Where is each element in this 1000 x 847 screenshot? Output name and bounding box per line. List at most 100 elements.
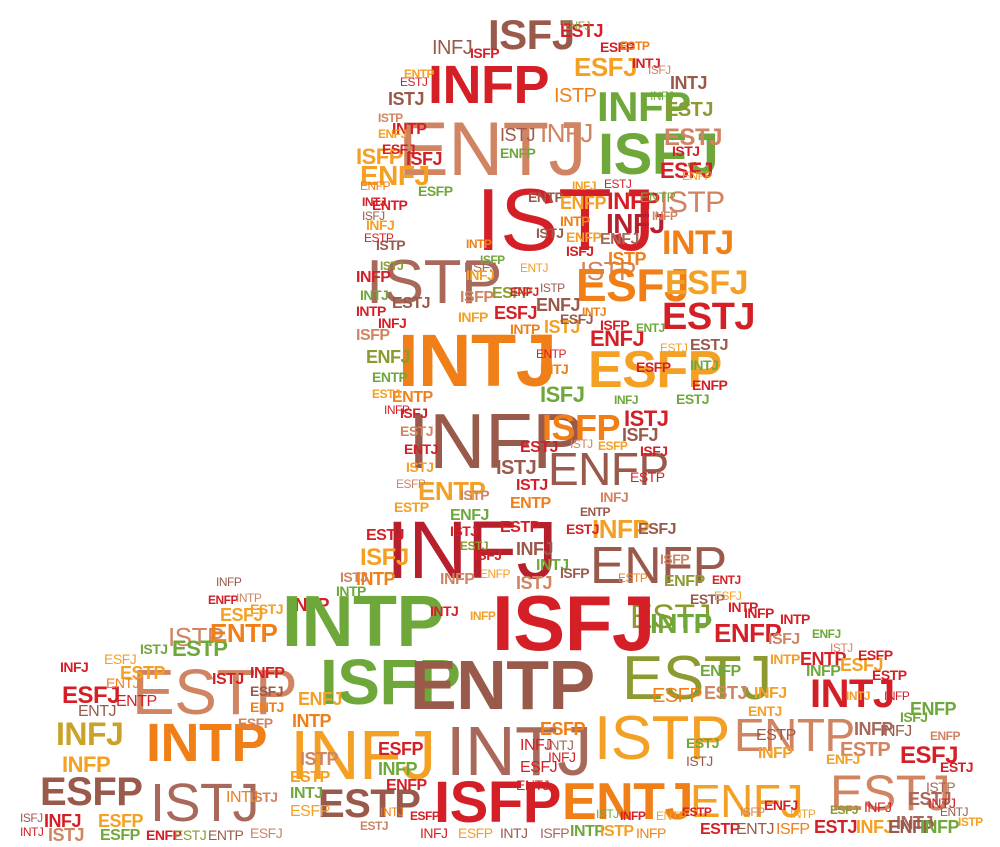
word-intj: INTJ (810, 672, 895, 716)
word-enfp: ENFP (714, 618, 782, 648)
word-esfj: ESFJ (220, 605, 264, 625)
word-infp: INFP (652, 209, 678, 223)
word-estp: ESTP (318, 782, 421, 826)
word-esfj: ESFJ (250, 683, 284, 699)
word-istj: ISTJ (340, 569, 368, 585)
word-infp: INFP (592, 514, 650, 544)
word-estj: ESTJ (250, 601, 284, 617)
word-infj: INFJ (466, 267, 495, 283)
word-intj: INTJ (632, 55, 661, 71)
word-estj: ESTJ (566, 521, 600, 537)
word-isfj: ISFJ (640, 443, 668, 459)
word-infp: INFP (384, 403, 410, 417)
word-intp: INTP (770, 651, 800, 667)
word-intj: INTJ (360, 287, 389, 303)
word-esfj: ESFJ (464, 259, 497, 275)
word-esfj: ESFJ (900, 742, 959, 769)
word-infp: INFP (884, 689, 910, 703)
word-estj: ESTJ (908, 789, 952, 809)
word-infj: INFJ (516, 539, 554, 559)
word-infj: INFJ (572, 179, 597, 193)
word-estj: ESTJ (174, 827, 207, 843)
word-entj: ENTJ (748, 703, 782, 719)
word-infj: INFJ (754, 685, 787, 702)
word-enfj: ENFJ (378, 127, 407, 141)
word-intj: INTJ (690, 357, 719, 373)
word-intj: INTJ (430, 603, 459, 619)
word-estp: ESTP (620, 39, 650, 53)
word-enfj: ENFJ (298, 689, 343, 709)
word-istp: ISTP (554, 85, 597, 107)
word-intj: INTJ (20, 825, 44, 839)
word-infj: INFJ (614, 393, 639, 407)
word-infj: INFJ (600, 489, 629, 505)
word-istp: ISTP (600, 823, 634, 840)
word-istj: ISTJ (250, 789, 278, 805)
word-istj: ISTJ (476, 170, 655, 269)
word-infj: INFJ (420, 825, 448, 841)
word-entp: ENTP (404, 67, 435, 81)
word-estp: ESTP (172, 636, 228, 661)
word-esfp: ESFP (652, 685, 703, 707)
word-estp: ESTP (290, 769, 330, 786)
word-entp: ENTP (510, 495, 551, 512)
word-entp: ENTP (372, 369, 408, 385)
word-enfp: ENFP (930, 729, 961, 743)
word-intp: INTP (236, 591, 262, 605)
word-infj: INFJ (432, 37, 473, 59)
word-entp: ENTP (372, 197, 408, 213)
word-isfj: ISFJ (474, 547, 502, 563)
word-enfj: ENFJ (536, 295, 581, 315)
word-enfp: ENFP (548, 443, 669, 495)
word-estj: ESTJ (400, 75, 428, 89)
word-infj: INFJ (540, 118, 593, 148)
word-intj: INTJ (380, 805, 404, 819)
word-intj: INTJ (226, 789, 258, 806)
word-istj: ISTJ (150, 773, 260, 833)
word-estj: ESTJ (630, 598, 712, 636)
word-entp: ENTP (800, 649, 847, 669)
word-isfj: ISFJ (400, 405, 428, 421)
word-isfj: ISFJ (488, 11, 575, 58)
word-intp: INTP (510, 321, 540, 337)
word-esfj: ESFJ (660, 158, 714, 183)
word-istj: ISTJ (830, 641, 853, 655)
word-entj: ENTJ (78, 703, 117, 720)
word-esfp: ESFP (40, 770, 143, 814)
word-entp: ENTP (536, 347, 567, 361)
word-entp: ENTP (392, 389, 433, 406)
word-isfp: ISFP (660, 551, 690, 567)
word-esfp: ESFP (458, 825, 493, 841)
word-isfj: ISFJ (406, 149, 443, 169)
word-estj: ESTJ (940, 759, 974, 775)
word-istj: ISTJ (570, 437, 593, 451)
word-infp: INFP (854, 719, 894, 739)
word-isfp: ISFP (542, 407, 621, 448)
word-intj: INTJ (928, 795, 956, 811)
word-estp: ESTP (872, 667, 907, 683)
word-estj: ESTJ (366, 527, 405, 544)
word-estj: ESTJ (814, 817, 858, 837)
word-infj: INFJ (650, 89, 674, 103)
word-enfj: ENFJ (600, 231, 639, 248)
word-isfp: ISFP (434, 770, 561, 835)
word-istp: ISTP (376, 237, 406, 253)
word-enfp: ENFP (910, 699, 957, 719)
word-esfp: ESFP (858, 647, 893, 663)
word-istj: ISTJ (496, 457, 537, 479)
word-istj: ISTJ (596, 807, 619, 821)
word-istp: ISTP (608, 249, 647, 269)
word-estp: ESTP (690, 591, 725, 607)
word-intp: INTP (292, 711, 332, 731)
word-isfj: ISFJ (20, 811, 43, 825)
word-estj: ESTJ (690, 337, 729, 354)
word-estj: ESTJ (686, 735, 720, 751)
word-enfp: ENFP (386, 777, 427, 794)
word-istj: ISTJ (516, 573, 553, 593)
word-istj: ISTJ (536, 225, 564, 241)
word-estj: ESTJ (372, 387, 401, 401)
word-entp: ENTP (208, 827, 244, 843)
word-estp: ESTP (618, 571, 648, 585)
word-esfj: ESFJ (714, 589, 742, 603)
word-esfj: ESFJ (520, 759, 558, 776)
